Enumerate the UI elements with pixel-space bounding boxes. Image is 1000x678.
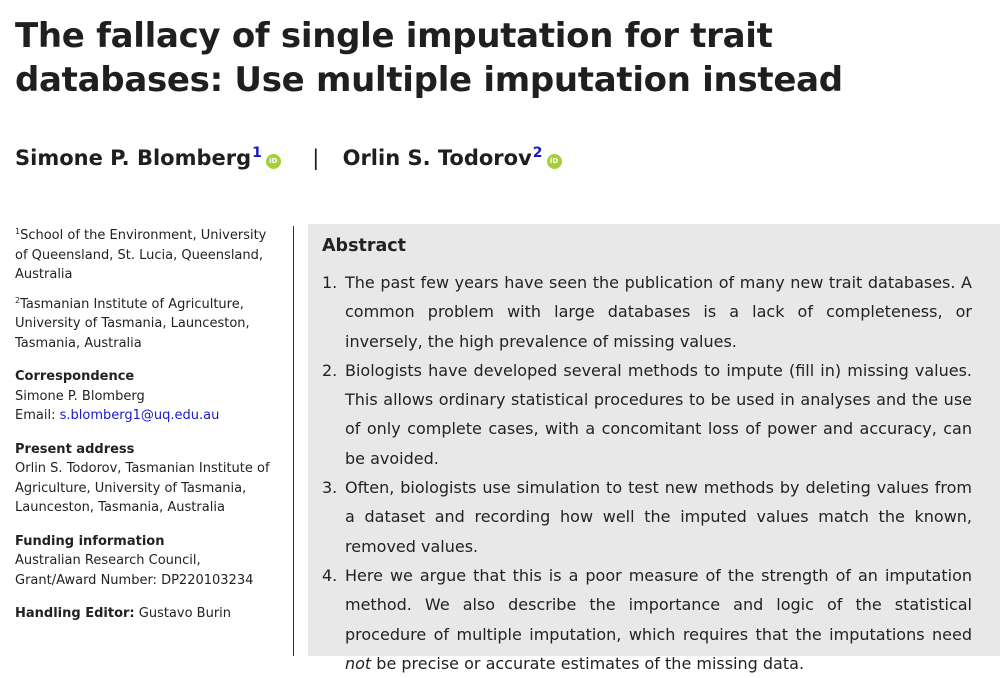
article-info-sidebar: 1School of the Environment, University o…: [15, 222, 283, 624]
abstract-item-number: 1.: [322, 273, 338, 292]
abstract-item-text: The past few years have seen the publica…: [345, 273, 972, 351]
abstract-item-text: Biologists have developed several method…: [345, 360, 972, 468]
correspondence-heading: Correspondence: [15, 369, 135, 384]
abstract-item-text: Here we argue that this is a poor measur…: [345, 565, 972, 644]
author-separator: |: [312, 146, 320, 170]
author-name[interactable]: Simone P. Blomberg: [15, 146, 252, 170]
abstract-item: 1. The past few years have seen the publi…: [322, 268, 972, 356]
abstract-item: 3. Often, biologists use simulation to te…: [322, 473, 972, 561]
handling-editor-name: Gustavo Burin: [138, 606, 232, 621]
author-name[interactable]: Orlin S. Todorov: [342, 146, 532, 170]
abstract-item: 2. Biologists have developed several meth…: [322, 356, 972, 473]
affiliation-marker[interactable]: 1: [252, 145, 262, 161]
affiliation-number: 1: [15, 227, 21, 236]
author-line: Simone P. Blomberg1 iD | Orlin S. Todorov…: [15, 145, 562, 170]
abstract-item-number: 4.: [322, 565, 338, 585]
orcid-icon[interactable]: iD: [265, 154, 281, 169]
column-divider: [293, 226, 294, 656]
abstract-heading: Abstract: [322, 236, 407, 256]
abstract-item-text: be precise or accurate estimates of the …: [371, 653, 805, 673]
abstract-list: 1. The past few years have seen the publi…: [322, 268, 972, 678]
affiliation-text: Tasmanian Institute of Agriculture, Univ…: [15, 296, 250, 351]
correspondence-email-line: Email: s.blomberg1@uq.edu.au: [15, 406, 283, 426]
affiliation: 2Tasmanian Institute of Agriculture, Uni…: [15, 291, 283, 354]
affiliation-number: 2: [15, 295, 21, 305]
abstract-item-text: Often, biologists use simulation to test…: [345, 478, 972, 556]
funding-text: Australian Research Council, Grant/Award…: [15, 553, 254, 588]
present-address-heading: Present address: [15, 441, 135, 457]
abstract-item: 4. Here we argue that this is a poor meas…: [322, 561, 972, 678]
correspondence-block: Correspondence Simone P. Blomberg Email:…: [15, 367, 283, 426]
present-address-block: Present address Orlin S. Todorov, Tasman…: [15, 440, 283, 518]
handling-editor-heading: Handling Editor:: [15, 606, 135, 621]
orcid-icon[interactable]: iD: [546, 154, 562, 169]
abstract-item-number: 3.: [322, 478, 338, 498]
email-label: Email:: [15, 408, 60, 423]
handling-editor-block: Handling Editor: Gustavo Burin: [15, 604, 283, 624]
affiliation-text: School of the Environment, University of…: [15, 228, 267, 282]
abstract-item-number: 2.: [322, 360, 338, 380]
affiliation-marker[interactable]: 2: [532, 145, 543, 161]
abstract-box: Abstract 1. The past few years have seen …: [308, 224, 1000, 673]
email-link[interactable]: s.blomberg1@uq.edu.au: [59, 408, 220, 423]
abstract-item-emphasis: not: [345, 653, 372, 673]
funding-heading: Funding information: [15, 533, 165, 549]
correspondence-name: Simone P. Blomberg: [15, 388, 145, 404]
funding-block: Funding information Australian Research …: [15, 532, 283, 591]
present-address-text: Orlin S. Todorov, Tasmanian Institute of…: [15, 461, 270, 515]
affiliation: 1School of the Environment, University o…: [15, 222, 283, 285]
article-title: The fallacy of single imputation for tra…: [15, 16, 843, 100]
